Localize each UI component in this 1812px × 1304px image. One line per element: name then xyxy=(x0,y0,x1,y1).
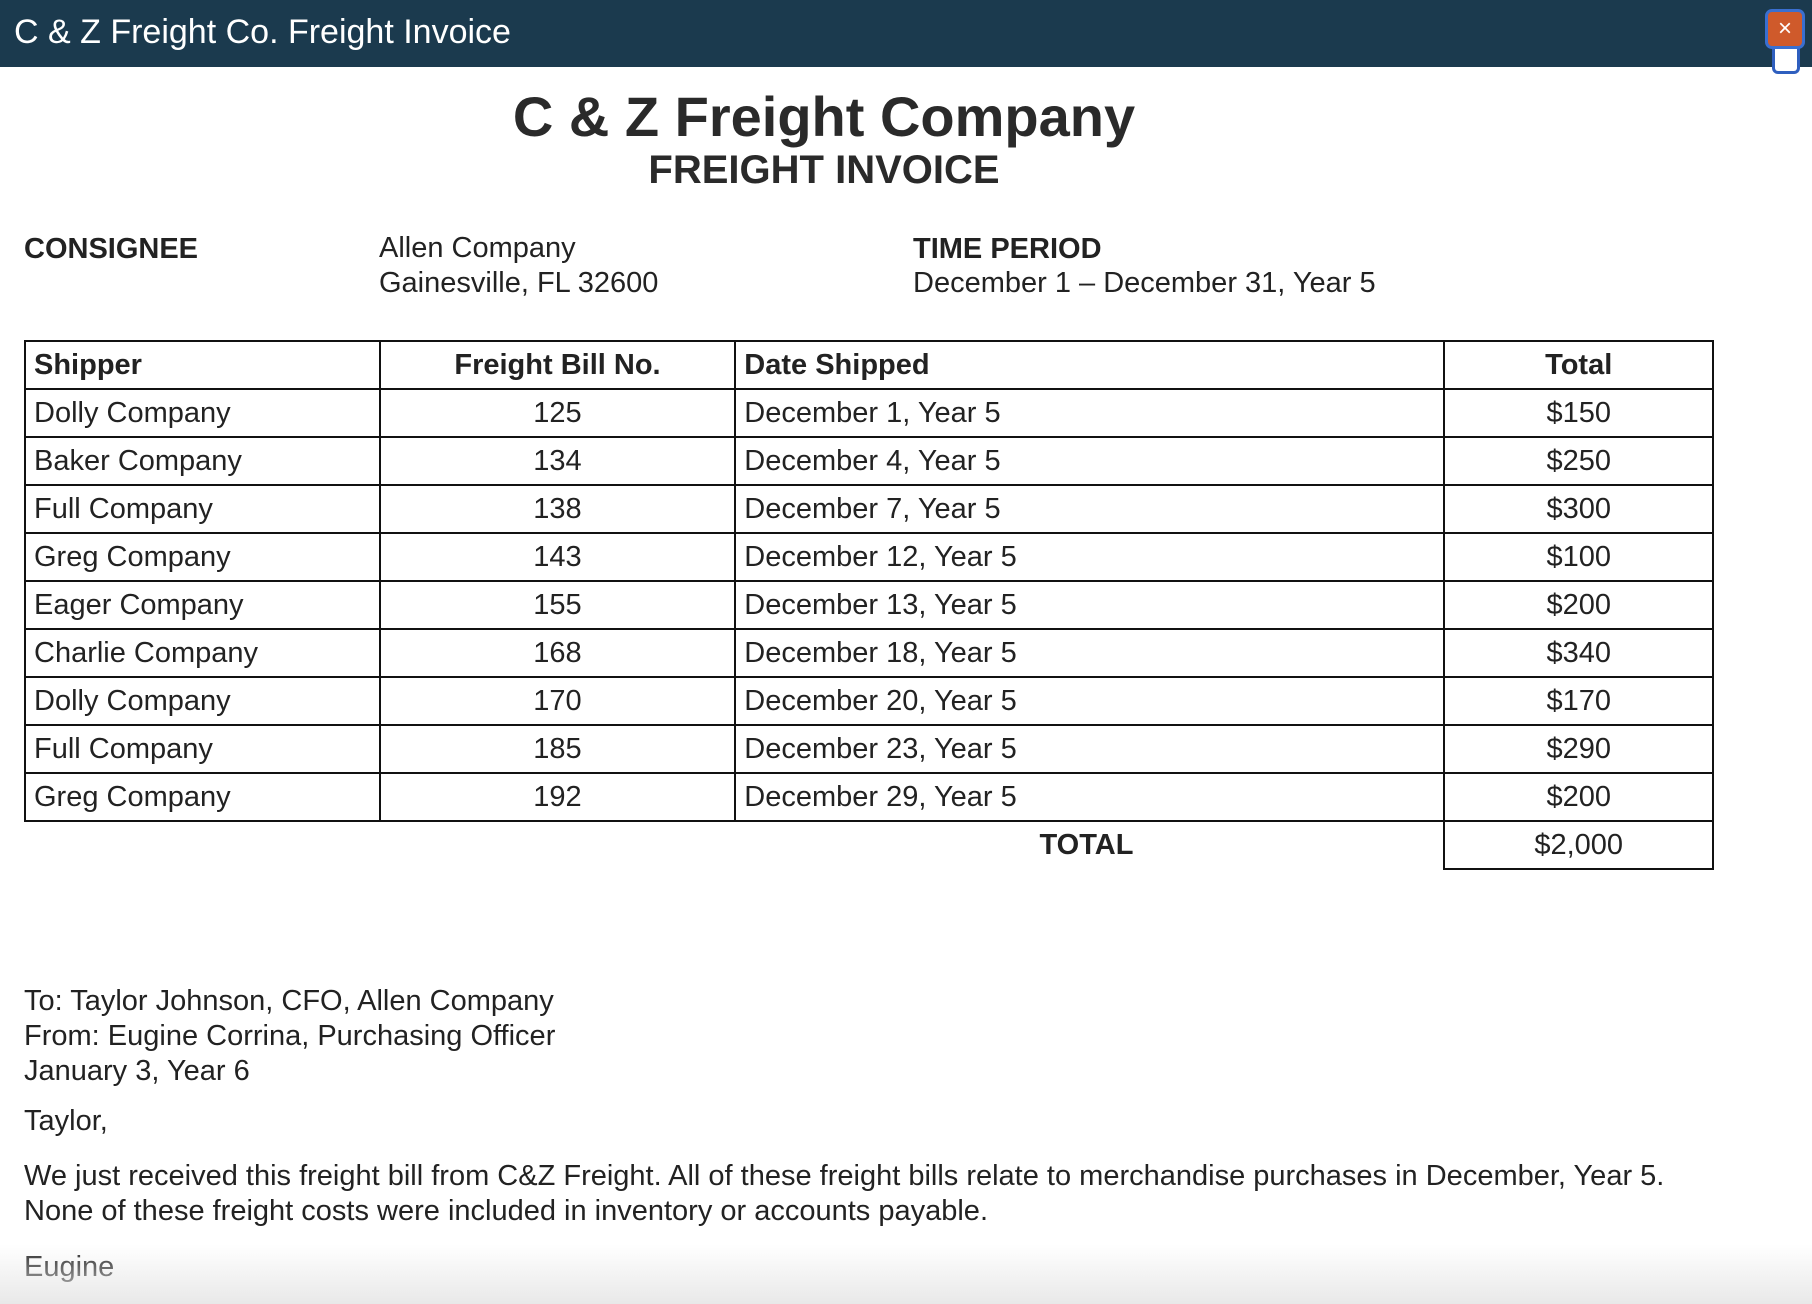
cell-bill-no: 185 xyxy=(378,724,737,774)
window-titlebar: C & Z Freight Co. Freight Invoice xyxy=(0,0,1812,67)
window-title: C & Z Freight Co. Freight Invoice xyxy=(14,13,511,51)
consignee-name: Allen Company xyxy=(379,232,576,264)
memo-body: We just received this freight bill from … xyxy=(24,1159,1764,1229)
cell-date: December 7, Year 5 xyxy=(734,484,1446,534)
cell-date: December 20, Year 5 xyxy=(734,676,1446,726)
cell-total: $200 xyxy=(1443,772,1714,822)
time-period-value: December 1 – December 31, Year 5 xyxy=(913,267,1376,299)
cell-shipper: Eager Company xyxy=(24,580,381,630)
total-row-spacer xyxy=(25,821,735,869)
cell-total: $100 xyxy=(1443,532,1714,582)
cell-total: $340 xyxy=(1443,628,1714,678)
table-row: Baker Company 134 December 4, Year 5 $25… xyxy=(24,436,1714,486)
cell-bill-no: 155 xyxy=(378,580,737,630)
freight-bills-table: Shipper Freight Bill No. Date Shipped To… xyxy=(24,340,1714,870)
invoice-title: FREIGHT INVOICE xyxy=(648,148,1000,192)
cell-bill-no: 192 xyxy=(378,772,737,822)
cell-date: December 4, Year 5 xyxy=(734,436,1446,486)
cell-shipper: Full Company xyxy=(24,724,381,774)
table-row: Full Company 185 December 23, Year 5 $29… xyxy=(24,724,1714,774)
total-value: $2,000 xyxy=(1443,820,1714,870)
cell-shipper: Full Company xyxy=(24,484,381,534)
table-row: Eager Company 155 December 13, Year 5 $2… xyxy=(24,580,1714,630)
header-date-shipped: Date Shipped xyxy=(734,340,1446,390)
cell-date: December 1, Year 5 xyxy=(734,388,1446,438)
table-row: Charlie Company 168 December 18, Year 5 … xyxy=(24,628,1714,678)
cell-total: $250 xyxy=(1443,436,1714,486)
header-shipper: Shipper xyxy=(24,340,381,390)
total-row: TOTAL $2,000 xyxy=(25,820,1714,870)
cell-total: $150 xyxy=(1443,388,1714,438)
close-button[interactable]: × xyxy=(1765,9,1805,49)
company-name: C & Z Freight Company xyxy=(512,85,1136,148)
cell-bill-no: 143 xyxy=(378,532,737,582)
cell-shipper: Dolly Company xyxy=(24,676,381,726)
cell-shipper: Greg Company xyxy=(24,532,381,582)
table-row: Greg Company 192 December 29, Year 5 $20… xyxy=(24,772,1714,822)
total-label: TOTAL xyxy=(1039,829,1134,861)
cell-date: December 13, Year 5 xyxy=(734,580,1446,630)
consignee-value: Allen Company Gainesville, FL 32600 xyxy=(379,231,658,301)
cell-total: $170 xyxy=(1443,676,1714,726)
cell-bill-no: 170 xyxy=(378,676,737,726)
cell-date: December 12, Year 5 xyxy=(734,532,1446,582)
header-total: Total xyxy=(1443,340,1714,390)
cell-shipper: Charlie Company xyxy=(24,628,381,678)
memo-date: January 3, Year 6 xyxy=(24,1055,250,1087)
cell-total: $200 xyxy=(1443,580,1714,630)
memo-from: From: Eugine Corrina, Purchasing Officer xyxy=(24,1020,556,1052)
consignee-label: CONSIGNEE xyxy=(24,233,199,265)
cell-date: December 23, Year 5 xyxy=(734,724,1446,774)
memo-header: To: Taylor Johnson, CFO, Allen Company F… xyxy=(24,984,555,1089)
cell-total: $300 xyxy=(1443,484,1714,534)
cell-total: $290 xyxy=(1443,724,1714,774)
table-row: Dolly Company 125 December 1, Year 5 $15… xyxy=(24,388,1714,438)
invoice-document: C & Z Freight Company FREIGHT INVOICE CO… xyxy=(0,67,1812,1304)
cell-shipper: Baker Company xyxy=(24,436,381,486)
cell-bill-no: 134 xyxy=(378,436,737,486)
cell-shipper: Dolly Company xyxy=(24,388,381,438)
close-button-focus-ring xyxy=(1772,47,1800,74)
memo-body-line-1: We just received this freight bill from … xyxy=(24,1160,1665,1192)
memo-to: To: Taylor Johnson, CFO, Allen Company xyxy=(24,985,554,1017)
consignee-address: Gainesville, FL 32600 xyxy=(379,267,659,299)
close-icon: × xyxy=(1777,15,1792,42)
memo-greeting: Taylor, xyxy=(24,1105,108,1137)
cell-bill-no: 168 xyxy=(378,628,737,678)
cell-date: December 18, Year 5 xyxy=(734,628,1446,678)
memo-signoff: Eugine xyxy=(24,1251,115,1283)
cell-bill-no: 125 xyxy=(378,388,737,438)
cell-shipper: Greg Company xyxy=(24,772,381,822)
cell-date: December 29, Year 5 xyxy=(734,772,1446,822)
header-freight-bill-no: Freight Bill No. xyxy=(378,340,737,390)
memo-body-line-2: None of these freight costs were include… xyxy=(24,1195,988,1227)
table-row: Dolly Company 170 December 20, Year 5 $1… xyxy=(24,676,1714,726)
table-row: Greg Company 143 December 12, Year 5 $10… xyxy=(24,532,1714,582)
cell-bill-no: 138 xyxy=(378,484,737,534)
time-period-label: TIME PERIOD xyxy=(913,233,1102,265)
table-row: Full Company 138 December 7, Year 5 $300 xyxy=(24,484,1714,534)
table-header-row: Shipper Freight Bill No. Date Shipped To… xyxy=(24,340,1714,390)
